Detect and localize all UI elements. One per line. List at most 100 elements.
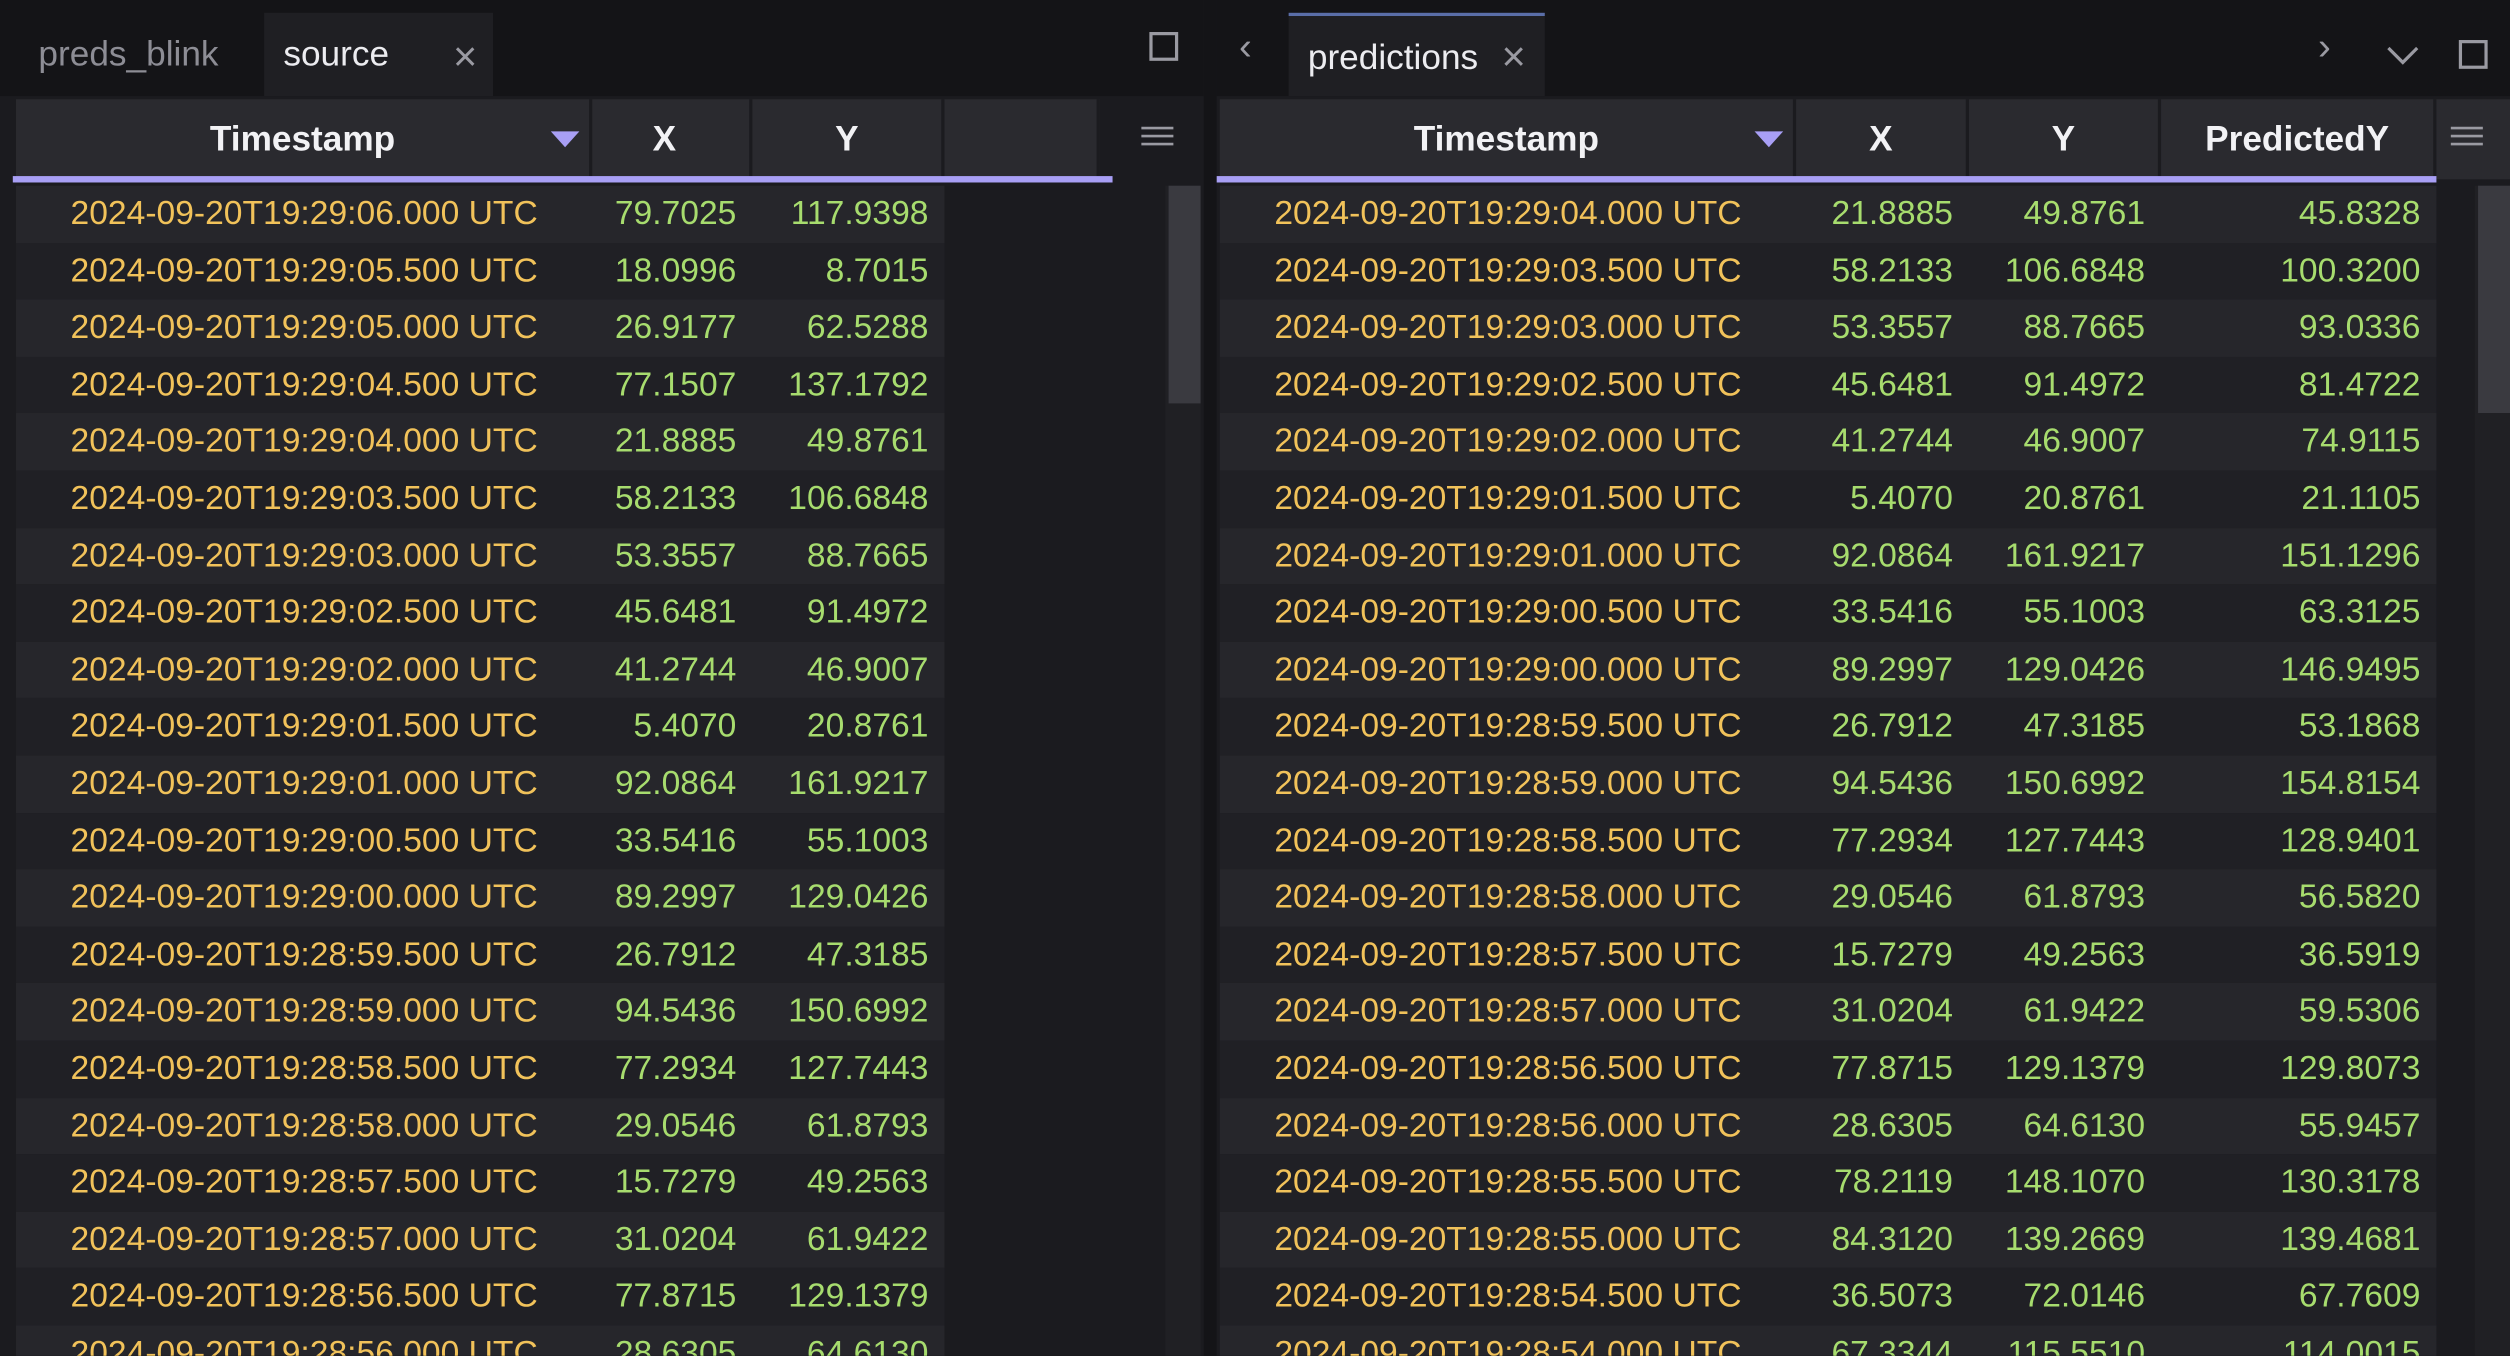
number-cell: 63.3125: [2161, 585, 2436, 642]
timestamp-cell: 2024-09-20T19:29:05.500 UTC: [16, 243, 592, 300]
tab[interactable]: preds_blink: [19, 13, 259, 96]
number-cell: 31.0204: [1796, 984, 1969, 1041]
column-menu-button[interactable]: [1140, 125, 1175, 147]
number-cell: 31.0204: [579, 1211, 752, 1268]
timestamp-cell: 2024-09-20T19:29:03.000 UTC: [16, 528, 592, 585]
timestamp-cell: 2024-09-20T19:28:58.000 UTC: [1220, 870, 1796, 927]
number-cell: 79.7025: [579, 186, 752, 243]
table-row: 2024-09-20T19:29:02.500 UTC45.648191.497…: [1220, 357, 2437, 414]
timestamp-cell: 2024-09-20T19:28:56.500 UTC: [1220, 1041, 1796, 1098]
number-cell: 78.2119: [1796, 1154, 1969, 1211]
number-cell: 148.1070: [1969, 1154, 2161, 1211]
close-tab-button[interactable]: ×: [453, 32, 477, 82]
table-row: 2024-09-20T19:29:00.500 UTC33.541655.100…: [1220, 585, 2437, 642]
number-cell: 88.7665: [752, 528, 944, 585]
timestamp-cell: 2024-09-20T19:29:04.000 UTC: [1220, 186, 1796, 243]
table-row: 2024-09-20T19:29:01.500 UTC5.407020.8761…: [1220, 471, 2437, 528]
number-cell: 36.5919: [2161, 927, 2436, 984]
number-cell: 33.5416: [1796, 585, 1969, 642]
column-header[interactable]: Y: [752, 99, 944, 179]
timestamp-cell: 2024-09-20T19:28:55.000 UTC: [1220, 1211, 1796, 1268]
timestamp-cell: 2024-09-20T19:29:00.500 UTC: [16, 813, 592, 870]
number-cell: 64.6130: [1969, 1097, 2161, 1154]
number-cell: 28.6305: [579, 1325, 752, 1355]
table-row: 2024-09-20T19:29:05.000 UTC26.917762.528…: [16, 300, 944, 357]
table-row: 2024-09-20T19:29:03.000 UTC53.355788.766…: [1220, 300, 2437, 357]
number-cell: 129.0426: [752, 870, 944, 927]
number-cell: 129.1379: [1969, 1041, 2161, 1098]
scroll-left-button[interactable]: ‹: [1239, 26, 1252, 71]
number-cell: 26.7912: [579, 927, 752, 984]
timestamp-cell: 2024-09-20T19:29:01.500 UTC: [16, 699, 592, 756]
number-cell: 5.4070: [579, 699, 752, 756]
table-row: 2024-09-20T19:28:58.500 UTC77.2934127.74…: [1220, 813, 2437, 870]
table-row: 2024-09-20T19:28:54.500 UTC36.507372.014…: [1220, 1268, 2437, 1325]
timestamp-cell: 2024-09-20T19:28:58.000 UTC: [16, 1097, 592, 1154]
number-cell: 150.6992: [752, 984, 944, 1041]
number-cell: 77.8715: [1796, 1041, 1969, 1098]
scroll-right-button[interactable]: ›: [2318, 26, 2331, 71]
sort-indicator[interactable]: [551, 131, 580, 150]
number-cell: 41.2744: [579, 642, 752, 699]
column-menu-button[interactable]: [2449, 125, 2484, 147]
table-row: 2024-09-20T19:28:58.000 UTC29.054661.879…: [16, 1097, 944, 1154]
table-row: 2024-09-20T19:28:59.500 UTC26.791247.318…: [1220, 699, 2437, 756]
number-cell: 49.2563: [1969, 927, 2161, 984]
number-cell: 46.9007: [1969, 414, 2161, 471]
number-cell: 59.5306: [2161, 984, 2436, 1041]
maximize-button[interactable]: [1149, 32, 1178, 61]
column-header[interactable]: Y: [1969, 99, 2161, 179]
number-cell: 15.7279: [1796, 927, 1969, 984]
number-cell: 21.8885: [1796, 186, 1969, 243]
number-cell: 64.6130: [752, 1325, 944, 1355]
number-cell: 77.2934: [579, 1041, 752, 1098]
number-cell: 45.6481: [1796, 357, 1969, 414]
table-row: 2024-09-20T19:28:56.000 UTC28.630564.613…: [1220, 1097, 2437, 1154]
column-header[interactable]: Timestamp: [16, 99, 592, 179]
maximize-button[interactable]: [2459, 40, 2488, 69]
number-cell: 21.8885: [579, 414, 752, 471]
number-cell: 94.5436: [579, 984, 752, 1041]
timestamp-cell: 2024-09-20T19:28:57.000 UTC: [1220, 984, 1796, 1041]
number-cell: 117.9398: [752, 186, 944, 243]
number-cell: 33.5416: [579, 813, 752, 870]
number-cell: 41.2744: [1796, 414, 1969, 471]
sort-indicator[interactable]: [1754, 131, 1783, 150]
timestamp-cell: 2024-09-20T19:28:54.500 UTC: [1220, 1268, 1796, 1325]
column-header[interactable]: PredictedY: [2161, 99, 2436, 179]
dropdown-button[interactable]: [2385, 45, 2420, 67]
number-cell: 77.8715: [579, 1268, 752, 1325]
header-underline: [1217, 176, 2437, 182]
timestamp-cell: 2024-09-20T19:29:02.500 UTC: [16, 585, 592, 642]
number-cell: 106.6848: [752, 471, 944, 528]
number-cell: 18.0996: [579, 243, 752, 300]
timestamp-cell: 2024-09-20T19:29:03.500 UTC: [16, 471, 592, 528]
column-header[interactable]: Timestamp: [1220, 99, 1796, 179]
timestamp-cell: 2024-09-20T19:29:00.000 UTC: [1220, 642, 1796, 699]
number-cell: 15.7279: [579, 1154, 752, 1211]
timestamp-cell: 2024-09-20T19:28:59.500 UTC: [16, 927, 592, 984]
table-row: 2024-09-20T19:28:57.000 UTC31.020461.942…: [16, 1211, 944, 1268]
scrollbar-thumb[interactable]: [2478, 186, 2510, 413]
number-cell: 29.0546: [579, 1097, 752, 1154]
table-row: 2024-09-20T19:29:02.000 UTC41.274446.900…: [16, 642, 944, 699]
number-cell: 154.8154: [2161, 756, 2436, 813]
column-header[interactable]: X: [1796, 99, 1969, 179]
number-cell: 74.9115: [2161, 414, 2436, 471]
number-cell: 61.9422: [1969, 984, 2161, 1041]
close-tab-button[interactable]: ×: [1502, 32, 1526, 82]
scrollbar-thumb[interactable]: [1169, 186, 1201, 404]
timestamp-cell: 2024-09-20T19:29:02.500 UTC: [1220, 357, 1796, 414]
table-row: 2024-09-20T19:29:04.000 UTC21.888549.876…: [16, 414, 944, 471]
timestamp-cell: 2024-09-20T19:29:04.000 UTC: [16, 414, 592, 471]
number-cell: 49.8761: [752, 414, 944, 471]
timestamp-cell: 2024-09-20T19:28:58.500 UTC: [16, 1041, 592, 1098]
column-header[interactable]: X: [579, 99, 752, 179]
number-cell: 20.8761: [752, 699, 944, 756]
timestamp-cell: 2024-09-20T19:29:06.000 UTC: [16, 186, 592, 243]
timestamp-cell: 2024-09-20T19:28:59.000 UTC: [1220, 756, 1796, 813]
timestamp-cell: 2024-09-20T19:29:03.500 UTC: [1220, 243, 1796, 300]
table-row: 2024-09-20T19:28:59.000 UTC94.5436150.69…: [16, 984, 944, 1041]
number-cell: 130.3178: [2161, 1154, 2436, 1211]
